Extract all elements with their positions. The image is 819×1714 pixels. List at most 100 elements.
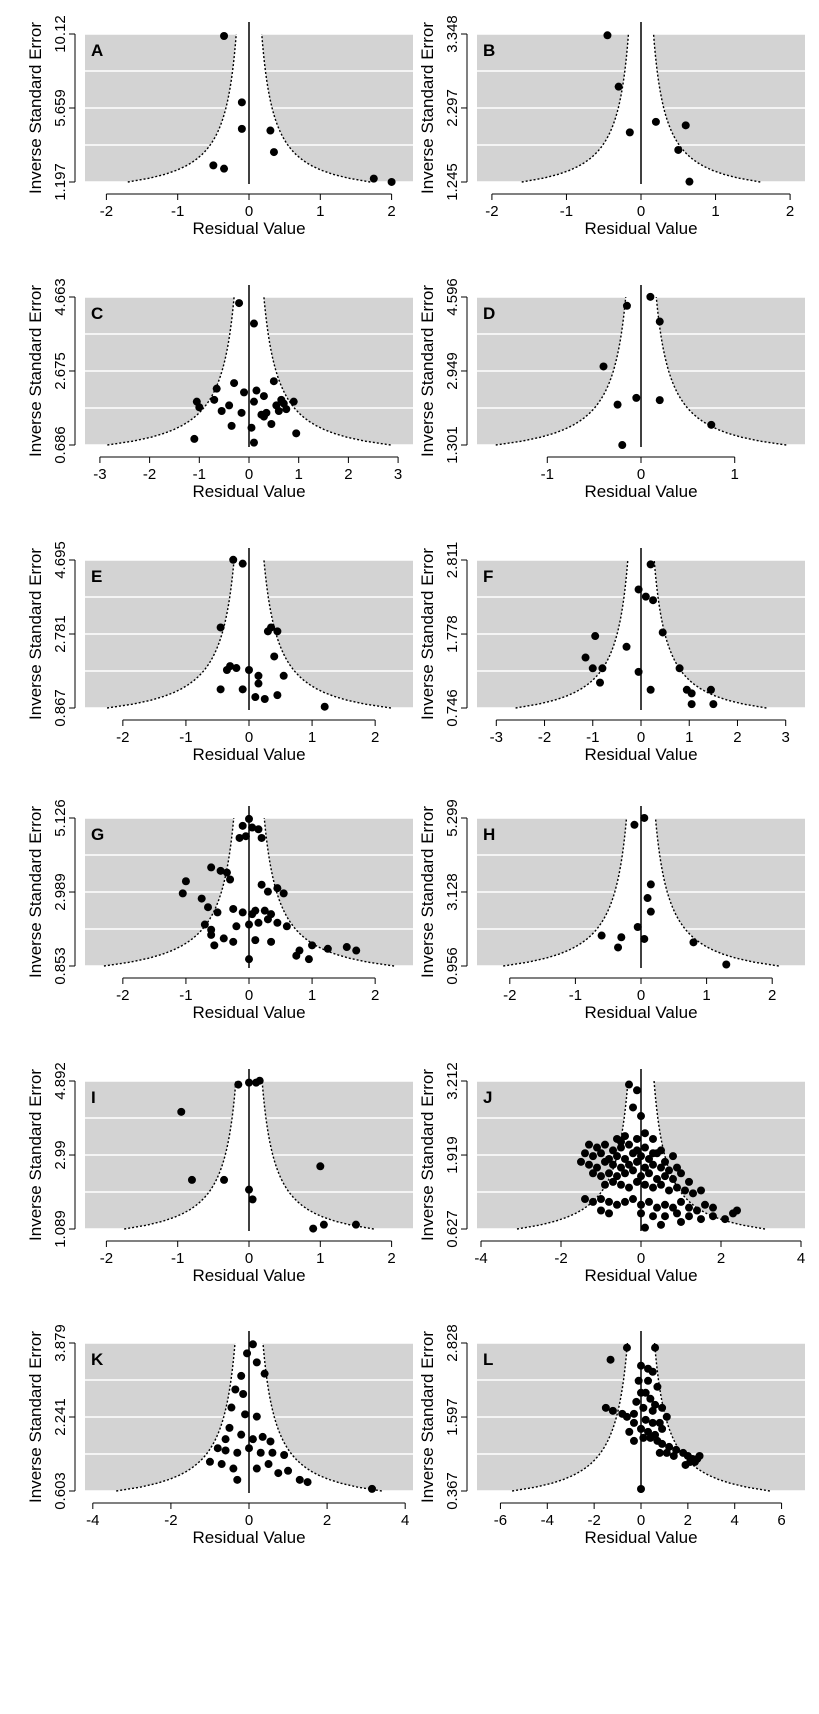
data-point — [273, 691, 282, 700]
data-point — [625, 128, 634, 137]
y-tick-label: 2.949 — [444, 352, 461, 390]
data-point — [640, 813, 649, 822]
x-axis-title: Residual Value — [192, 1528, 305, 1547]
data-point — [641, 1143, 649, 1152]
data-point — [264, 1460, 273, 1469]
data-point — [693, 1206, 701, 1215]
data-point — [207, 930, 216, 939]
y-axis-title: Inverse Standard Error — [26, 1331, 45, 1503]
data-point — [266, 1437, 275, 1446]
data-point — [226, 875, 235, 884]
data-point — [646, 1394, 655, 1403]
x-tick-label: -2 — [116, 987, 129, 1004]
data-point — [238, 821, 247, 830]
data-point — [260, 694, 269, 703]
data-point — [249, 397, 258, 406]
data-point — [601, 1403, 610, 1412]
data-point — [245, 920, 253, 929]
data-point — [639, 1403, 648, 1412]
data-point — [254, 671, 263, 680]
data-point — [247, 423, 256, 432]
y-tick-label: 2.675 — [52, 352, 69, 390]
x-tick-label: -2 — [538, 729, 551, 746]
data-point — [687, 700, 696, 709]
y-tick-label: 0.686 — [52, 426, 69, 464]
data-point — [648, 1367, 657, 1376]
data-point — [625, 1140, 633, 1149]
data-point — [233, 1448, 242, 1457]
data-point — [653, 1149, 661, 1158]
x-axis-title: Residual Value — [584, 1003, 697, 1022]
data-point — [629, 1149, 637, 1158]
funnel-boundary-right — [654, 818, 779, 967]
x-axis-title: Residual Value — [584, 482, 697, 501]
data-point — [709, 700, 718, 709]
x-tick-label: -1 — [179, 729, 192, 746]
data-point — [646, 880, 655, 889]
data-point — [230, 379, 239, 388]
data-point — [225, 401, 234, 410]
x-tick-label: 0 — [245, 729, 253, 746]
x-tick-label: 0 — [245, 1250, 253, 1267]
x-tick-label: -2 — [587, 1512, 600, 1529]
data-point — [273, 918, 282, 927]
data-point — [245, 665, 253, 674]
y-tick-label: 2.781 — [52, 615, 69, 653]
data-point — [613, 1200, 621, 1209]
data-point — [309, 1224, 318, 1233]
data-point — [237, 408, 246, 417]
data-point — [227, 421, 236, 430]
data-point — [658, 1424, 667, 1433]
data-point — [673, 1183, 681, 1192]
data-point — [655, 1418, 664, 1427]
data-point — [233, 1475, 242, 1484]
data-point — [251, 906, 260, 915]
data-point — [248, 1195, 257, 1204]
data-point — [210, 941, 219, 950]
data-point — [238, 908, 247, 917]
data-point — [263, 915, 272, 924]
data-point — [597, 1195, 605, 1204]
data-point — [267, 937, 276, 946]
data-point — [241, 1410, 250, 1419]
data-point — [609, 1146, 617, 1155]
x-tick-label: 4 — [797, 1250, 805, 1267]
x-tick-label: -1 — [193, 466, 206, 483]
data-point — [625, 1160, 633, 1169]
y-tick-label: 0.853 — [52, 947, 69, 985]
data-point — [235, 833, 244, 842]
data-point — [249, 438, 258, 447]
data-point — [706, 685, 715, 694]
panel-label: K — [91, 1350, 104, 1369]
data-point — [234, 1080, 243, 1089]
data-point — [655, 396, 664, 405]
data-point — [687, 689, 696, 698]
data-point — [701, 1200, 709, 1209]
data-point — [618, 441, 627, 450]
data-point — [217, 1460, 226, 1469]
y-tick-label: 1.089 — [52, 1210, 69, 1248]
y-tick-label: 1.919 — [444, 1136, 461, 1174]
data-point — [662, 1412, 671, 1421]
x-tick-label: -3 — [93, 466, 106, 483]
data-point — [658, 1439, 667, 1448]
panel-label: J — [483, 1088, 492, 1107]
data-point — [255, 1076, 264, 1085]
data-point — [622, 642, 631, 651]
data-point — [633, 1134, 641, 1143]
data-point — [279, 889, 288, 898]
data-point — [387, 177, 396, 186]
y-axis-title: Inverse Standard Error — [418, 22, 437, 194]
x-axis-title: Residual Value — [192, 745, 305, 764]
data-point — [641, 592, 650, 601]
data-point — [633, 1177, 641, 1186]
panel-label: B — [483, 41, 495, 60]
data-point — [267, 420, 276, 429]
data-point — [617, 1180, 625, 1189]
data-point — [369, 174, 378, 183]
data-point — [614, 82, 623, 91]
y-tick-label: 5.299 — [444, 799, 461, 837]
y-axis-title: Inverse Standard Error — [26, 285, 45, 457]
data-point — [625, 1080, 633, 1089]
data-point — [216, 623, 225, 632]
